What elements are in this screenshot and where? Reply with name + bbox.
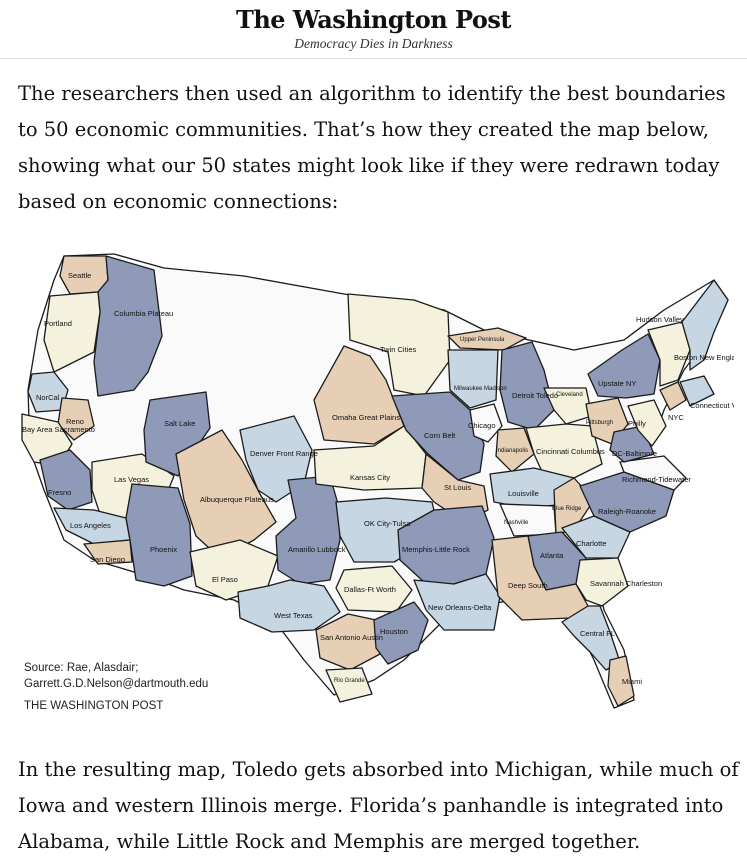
site-header: The Washington Post Democracy Dies in Da… [0, 0, 747, 59]
label-denver: Denver Front Range [250, 449, 318, 458]
region-charlotte [561, 515, 631, 559]
label-memphis: Memphis-Little Rock [402, 545, 470, 554]
region-miami [607, 655, 635, 707]
label-milwaukee: Milwaukee Madison [454, 386, 507, 392]
region-nyc [659, 381, 687, 411]
label-kansas-city: Kansas City [350, 473, 390, 482]
label-norcal: NorCal [36, 393, 60, 402]
region-portland [43, 291, 101, 373]
label-san-diego: San Diego [90, 555, 125, 564]
label-connecticut: Connecticut Valley [690, 401, 734, 410]
region-reno [57, 397, 95, 441]
label-detroit: Detroit Toledo [512, 391, 558, 400]
region-west-texas [237, 579, 341, 633]
label-st-louis: St Louis [444, 483, 471, 492]
region-savannah [575, 557, 629, 607]
label-bay-area: Bay Area Sacramento [22, 425, 95, 434]
label-dc: DC-Baltimore [612, 449, 657, 458]
region-deep-south [491, 535, 589, 621]
region-cleveland [543, 387, 593, 425]
washington-post-logo[interactable]: The Washington Post [235, 5, 512, 34]
region-connecticut [679, 375, 715, 407]
label-seattle: Seattle [68, 271, 91, 280]
label-new-orleans: New Orleans-Delta [428, 603, 492, 612]
label-west-texas: West Texas [274, 611, 313, 620]
label-boston: Boston New England [674, 353, 734, 362]
label-philly: Philly [628, 419, 646, 428]
label-miami: Miami [622, 677, 642, 686]
label-houston: Houston [380, 627, 408, 636]
us-map-graphic: Seattle Columbia Plateau Portland NorCal… [21, 253, 734, 709]
region-san-diego [83, 539, 133, 565]
region-amarillo [275, 475, 341, 585]
label-reno: Reno [66, 417, 84, 426]
label-dallas: Dallas-Ft Worth [344, 585, 396, 594]
region-upper-peninsula [447, 327, 527, 351]
label-corn-belt: Corn Belt [424, 431, 456, 440]
region-chicago [469, 403, 503, 443]
label-las-vegas: Las Vegas [114, 475, 149, 484]
label-cleveland: Cleveland [556, 392, 583, 398]
label-deep-south: Deep South [508, 581, 548, 590]
label-phoenix: Phoenix [150, 545, 177, 554]
label-salt-lake: Salt Lake [164, 419, 195, 428]
region-houston [373, 601, 429, 665]
label-central-fl: Central FL [580, 629, 615, 638]
region-detroit [499, 341, 555, 431]
label-ok-city: OK City-Tulsa [364, 519, 411, 528]
region-fresno [39, 449, 93, 511]
label-savannah: Savannah Charleston [590, 579, 662, 588]
source-line-2: Garrett.G.D.Nelson@dartmouth.edu [24, 678, 209, 690]
region-upstate-ny [587, 333, 661, 399]
label-albuquerque: Albuquerque Plateaus [200, 495, 274, 504]
label-richmond: Richmond-Tidewater [622, 475, 691, 484]
article-paragraph-intro: The researchers then used an algorithm t… [18, 82, 726, 213]
label-twin-cities: Twin Cities [380, 345, 417, 354]
article-paragraph-followup: In the resulting map, Toledo gets absorb… [18, 758, 739, 853]
region-new-orleans [413, 573, 501, 631]
label-portland: Portland [44, 319, 72, 328]
label-blue-ridge: Blue Ridge [552, 506, 582, 512]
label-columbia-plateau: Columbia Plateau [114, 309, 173, 318]
label-chicago: Chicago [468, 421, 496, 430]
map-publisher-credit: THE WASHINGTON POST [24, 700, 164, 712]
label-el-paso: El Paso [212, 575, 238, 584]
region-phoenix [125, 483, 193, 587]
economic-regions-map: Seattle Columbia Plateau Portland NorCal… [14, 240, 734, 730]
region-rio-grande [325, 667, 373, 703]
label-los-angeles: Los Angeles [70, 521, 111, 530]
region-boston [681, 279, 729, 371]
label-rio-grande: Rio Grande [334, 678, 365, 684]
map-source-credit: Source: Rae, Alasdair; Garrett.G.D.Nelso… [24, 660, 208, 692]
label-atlanta: Atlanta [540, 551, 564, 560]
site-tagline: Democracy Dies in Darkness [294, 36, 453, 51]
region-corn-belt [391, 391, 485, 481]
label-pittsburgh: Pittsburgh [586, 420, 613, 426]
label-fresno: Fresno [48, 488, 71, 497]
region-cincinnati [525, 423, 603, 479]
region-philly [627, 399, 667, 447]
label-amarillo: Amarillo Lubbock [288, 545, 346, 554]
region-columbia-plateau [93, 255, 163, 397]
region-richmond [619, 455, 687, 491]
region-indianapolis [495, 427, 535, 473]
label-upper-peninsula: Upper Peninsula [460, 337, 505, 343]
label-cincinnati: Cincinnati Columbus [536, 447, 605, 456]
label-hudson-valley: Hudson Valley [636, 315, 684, 324]
label-nashville: Nashville [504, 520, 529, 526]
label-indianapolis: Indianapolis [496, 448, 528, 454]
region-milwaukee [447, 349, 499, 409]
region-albuquerque [175, 429, 277, 559]
label-san-antonio: San Antonio Austin [320, 633, 383, 642]
label-raleigh: Raleigh-Roanoke [598, 507, 656, 516]
label-upstate-ny: Upstate NY [598, 379, 636, 388]
label-nyc: NYC [668, 413, 684, 422]
label-omaha: Omaha Great Plains [332, 413, 400, 422]
source-line-1: Source: Rae, Alasdair; [24, 662, 139, 674]
label-charlotte: Charlotte [576, 539, 606, 548]
label-louisville: Louisville [508, 489, 539, 498]
